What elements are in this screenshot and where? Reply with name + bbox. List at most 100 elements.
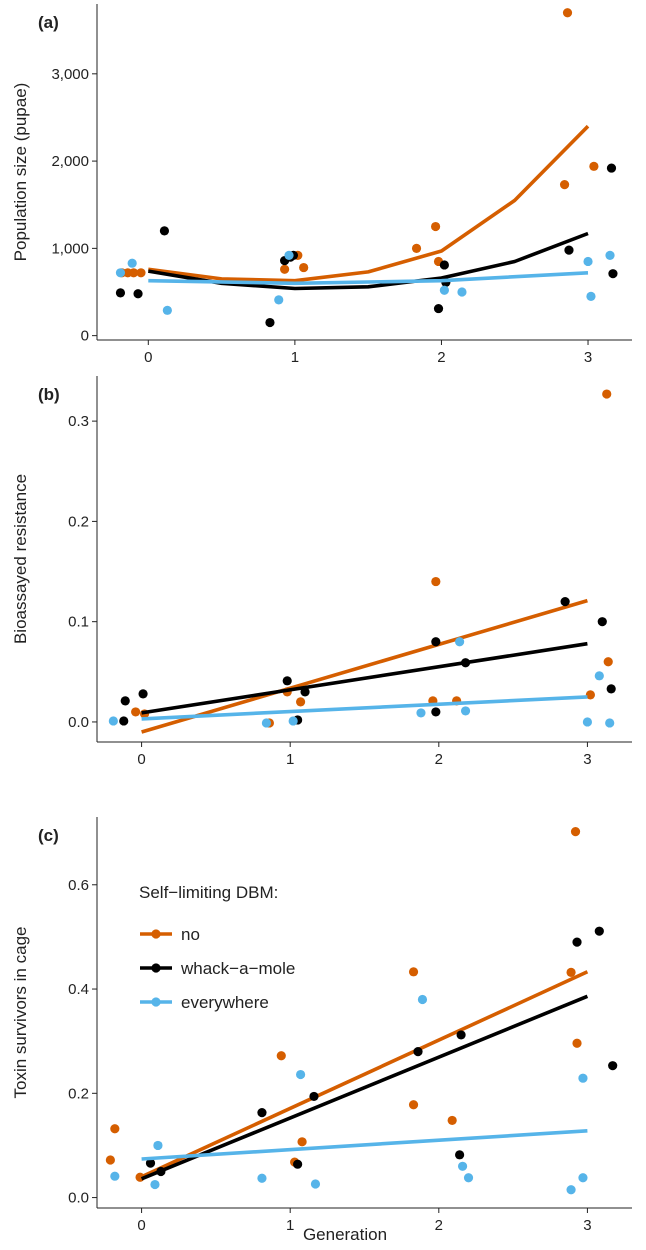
data-point-no	[559, 180, 570, 190]
data-point-whack-a-mole	[293, 1159, 303, 1169]
data-point-whack-a-mole	[455, 1150, 465, 1160]
data-point-no	[129, 268, 139, 278]
legend-label-no: no	[181, 925, 200, 944]
panel-a: 0 1,000 2,000 3,000 0 1 2 3 Population size (pup…	[11, 4, 632, 366]
data-point-everywhere	[274, 295, 284, 305]
data-point-everywhere	[439, 285, 449, 295]
data-point-whack-a-mole	[606, 163, 617, 173]
data-point-whack-a-mole	[594, 926, 604, 936]
data-point-whack-a-mole	[413, 1047, 423, 1057]
data-point-whack-a-mole	[572, 937, 582, 947]
data-point-whack-a-mole	[282, 676, 292, 686]
legend: Self−limiting DBM: no whack−a−mole everywhe…	[139, 883, 295, 1012]
data-point-whack-a-mole	[431, 637, 441, 647]
fit-line-no	[148, 124, 590, 283]
data-point-whack-a-mole	[564, 245, 574, 255]
panel-label: (b)	[38, 385, 60, 404]
data-point-no	[430, 221, 441, 232]
data-point-whack-a-mole	[309, 1091, 319, 1102]
data-point-everywhere	[586, 291, 596, 301]
data-point-whack-a-mole	[120, 696, 130, 706]
x-tick-label: 3	[583, 1217, 591, 1234]
y-tick-label: 0.3	[68, 413, 89, 430]
x-tick-label: 1	[286, 751, 294, 768]
data-point-everywhere	[583, 256, 593, 267]
fit-line-whack-a-mole	[140, 994, 589, 1181]
data-point-no	[276, 1051, 286, 1061]
data-point-whack-a-mole	[439, 260, 449, 270]
data-point-whack-a-mole	[608, 1061, 618, 1071]
data-point-no	[589, 161, 599, 171]
data-point-whack-a-mole	[115, 288, 126, 298]
panel-b: 0.0 0.1 0.2 0.3 0 1 2 3 Bioassayed resistance (b)	[11, 376, 632, 768]
data-point-everywhere	[457, 1161, 468, 1171]
y-tick-label: 0.2	[68, 1085, 89, 1102]
data-point-everywhere	[605, 718, 615, 728]
data-point-no	[562, 8, 573, 18]
x-tick-label: 2	[437, 349, 445, 366]
y-tick-label: 1,000	[51, 240, 89, 257]
fit-line-everywhere	[141, 695, 588, 721]
data-point-everywhere	[455, 637, 465, 647]
data-point-everywhere	[605, 250, 615, 260]
data-point-whack-a-mole	[431, 707, 441, 717]
fit-line-everywhere	[141, 1129, 588, 1161]
panel-label: (c)	[38, 826, 59, 845]
data-point-no	[585, 690, 595, 700]
data-point-no	[295, 697, 306, 707]
fit-line-no	[140, 970, 589, 1179]
data-point-everywhere	[417, 994, 428, 1005]
data-point-everywhere	[310, 1179, 321, 1189]
data-point-no	[603, 657, 613, 667]
data-point-whack-a-mole	[138, 689, 148, 699]
legend-label-everywhere: everywhere	[181, 993, 269, 1012]
y-tick-label: 2,000	[51, 153, 89, 170]
fit-line-whack-a-mole	[141, 641, 588, 715]
data-point-everywhere	[115, 268, 126, 278]
x-tick-label: 2	[435, 751, 443, 768]
data-point-no	[572, 1038, 582, 1048]
data-point-whack-a-mole	[145, 1158, 156, 1168]
data-point-whack-a-mole	[597, 617, 607, 627]
data-point-no	[297, 1137, 307, 1147]
y-tick-label: 0	[81, 328, 89, 345]
data-point-no	[131, 707, 141, 717]
y-tick-label: 0.0	[68, 1190, 89, 1207]
y-tick-label: 0.2	[68, 513, 89, 530]
data-point-no	[602, 389, 612, 399]
data-point-everywhere	[288, 716, 298, 726]
data-point-whack-a-mole	[433, 303, 444, 314]
data-point-everywhere	[457, 287, 467, 297]
data-point-whack-a-mole	[606, 684, 616, 694]
data-point-no	[299, 262, 309, 273]
panel-c: 0.0 0.2 0.4 0.6 0 1 2 3 Toxin survivors in cage (…	[11, 817, 632, 1234]
data-point-everywhere	[127, 258, 137, 268]
y-axis-title: Bioassayed resistance	[11, 474, 30, 644]
data-point-everywhere	[153, 1140, 163, 1151]
data-point-everywhere	[108, 716, 118, 726]
data-point-everywhere	[416, 708, 426, 718]
data-point-no	[411, 243, 422, 253]
x-tick-label: 1	[286, 1217, 294, 1234]
data-point-everywhere	[162, 305, 172, 315]
x-tick-label: 0	[137, 1217, 145, 1234]
y-tick-label: 3,000	[51, 66, 89, 83]
data-point-no	[566, 967, 576, 977]
data-point-everywhere	[257, 1173, 267, 1183]
data-point-everywhere	[150, 1179, 160, 1190]
data-point-everywhere	[594, 671, 604, 681]
fit-line-no	[141, 598, 588, 734]
plot-area	[105, 826, 618, 1195]
data-point-everywhere	[460, 706, 471, 716]
x-tick-label: 0	[137, 751, 145, 768]
data-point-whack-a-mole	[119, 716, 129, 726]
x-tick-label: 3	[583, 751, 591, 768]
data-point-whack-a-mole	[159, 226, 170, 236]
y-axis-title: Toxin survivors in cage	[11, 927, 30, 1099]
data-point-everywhere	[110, 1171, 120, 1181]
data-point-everywhere	[284, 250, 294, 260]
y-tick-label: 0.4	[68, 981, 89, 998]
data-point-whack-a-mole	[133, 289, 143, 299]
data-point-everywhere	[578, 1073, 588, 1083]
